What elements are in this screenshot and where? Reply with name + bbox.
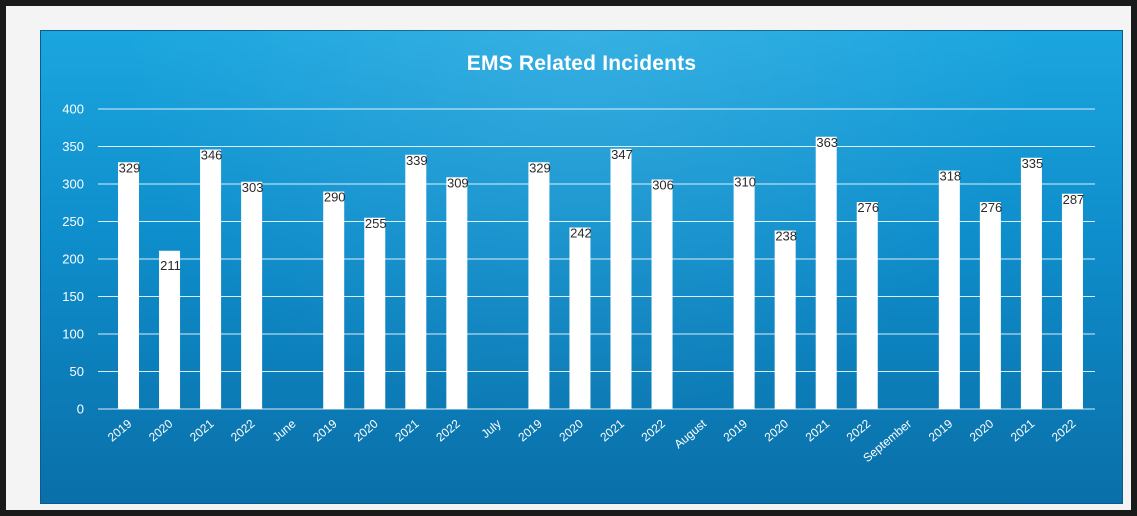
x-tick-label: 2022 [433, 416, 463, 444]
bar-chart: 0 50 100 150 200 250 300 350 400 329 211 346 303 290… [62, 102, 1095, 465]
y-tick-label: 0 [77, 402, 84, 417]
data-label-22: 335 [1022, 156, 1044, 171]
data-label-2: 346 [201, 148, 223, 163]
x-tick-label: 2019 [105, 416, 135, 444]
x-tick-label: June [270, 416, 299, 444]
bar-22 [1020, 157, 1042, 409]
data-label-8: 309 [447, 175, 469, 190]
bar-18 [856, 202, 878, 409]
bar-6 [364, 217, 386, 409]
x-tick-label: 2021 [803, 416, 833, 444]
x-axis-ticks: 2019 2020 2021 2022 June 2019 2020 2021 2022 July… [105, 416, 1079, 465]
data-label-5: 290 [324, 190, 346, 205]
x-tick-label: 2022 [228, 416, 258, 444]
grid-lines [98, 108, 1095, 410]
bar-1 [159, 250, 181, 409]
data-label-17: 363 [816, 135, 838, 150]
y-tick-label: 300 [62, 177, 84, 192]
data-label-11: 242 [570, 226, 592, 241]
chart-panel: EMS Related Incidents 0 50 100 150 200 250 300… [40, 30, 1123, 504]
bar-0 [118, 162, 139, 409]
data-label-16: 238 [775, 229, 797, 244]
y-axis-ticks: 0 50 100 150 200 250 300 350 400 [62, 102, 84, 417]
x-tick-label: 2019 [515, 416, 545, 444]
data-label-23: 287 [1063, 192, 1085, 207]
x-tick-label: 2021 [597, 416, 627, 444]
data-label-7: 339 [406, 153, 428, 168]
data-label-18: 276 [857, 200, 879, 215]
bar-17 [815, 136, 837, 409]
data-label-21: 276 [981, 200, 1003, 215]
bar-8 [446, 177, 468, 409]
y-tick-label: 100 [62, 327, 84, 342]
data-label-20: 318 [939, 169, 961, 184]
x-tick-label: 2020 [146, 416, 176, 444]
bar-21 [979, 202, 1001, 409]
x-tick-label: August [671, 416, 709, 451]
x-tick-label: 2019 [310, 416, 340, 444]
bar-11 [569, 227, 591, 409]
bars [118, 136, 1083, 409]
x-tick-label: 2020 [556, 416, 586, 444]
bar-15 [733, 176, 755, 409]
x-tick-label: 2019 [926, 416, 956, 444]
x-tick-label: 2020 [762, 416, 792, 444]
bar-23 [1061, 193, 1083, 409]
x-tick-label: 2021 [1008, 416, 1038, 444]
x-tick-label: 2022 [639, 416, 669, 444]
y-tick-label: 150 [62, 289, 84, 304]
x-tick-label: 2020 [967, 416, 997, 444]
bar-20 [938, 170, 960, 409]
x-tick-label: 2022 [1049, 416, 1079, 444]
x-tick-label: 2021 [187, 416, 217, 444]
data-label-1: 211 [160, 258, 181, 273]
x-tick-label: 2022 [844, 416, 874, 444]
x-tick-label: July [478, 417, 503, 441]
data-label-10: 329 [529, 160, 551, 175]
bar-13 [651, 179, 673, 409]
data-label-0: 329 [119, 160, 141, 175]
bar-10 [528, 162, 550, 409]
data-labels: 329 211 346 303 290 255 339 309 329 242 347 306 310 2… [119, 135, 1085, 273]
bar-12 [610, 148, 632, 409]
y-tick-label: 50 [70, 364, 84, 379]
data-label-15: 310 [734, 175, 756, 190]
y-tick-label: 200 [62, 252, 84, 267]
bar-3 [241, 181, 263, 409]
data-label-6: 255 [365, 216, 387, 231]
bar-7 [405, 154, 427, 409]
data-label-12: 347 [611, 147, 633, 162]
x-tick-label: 2020 [351, 416, 381, 444]
data-label-13: 306 [652, 178, 674, 193]
bar-2 [200, 149, 222, 409]
x-tick-label: 2019 [721, 416, 751, 444]
bar-16 [774, 230, 796, 409]
data-label-3: 303 [242, 180, 264, 195]
bar-5 [323, 191, 345, 409]
x-tick-label: 2021 [392, 416, 422, 444]
y-tick-label: 250 [62, 214, 84, 229]
chart-title: EMS Related Incidents [466, 52, 697, 75]
y-tick-label: 400 [62, 102, 84, 117]
y-tick-label: 350 [62, 139, 84, 154]
chart-frame: EMS Related Incidents 0 50 100 150 200 250 300… [6, 6, 1131, 510]
